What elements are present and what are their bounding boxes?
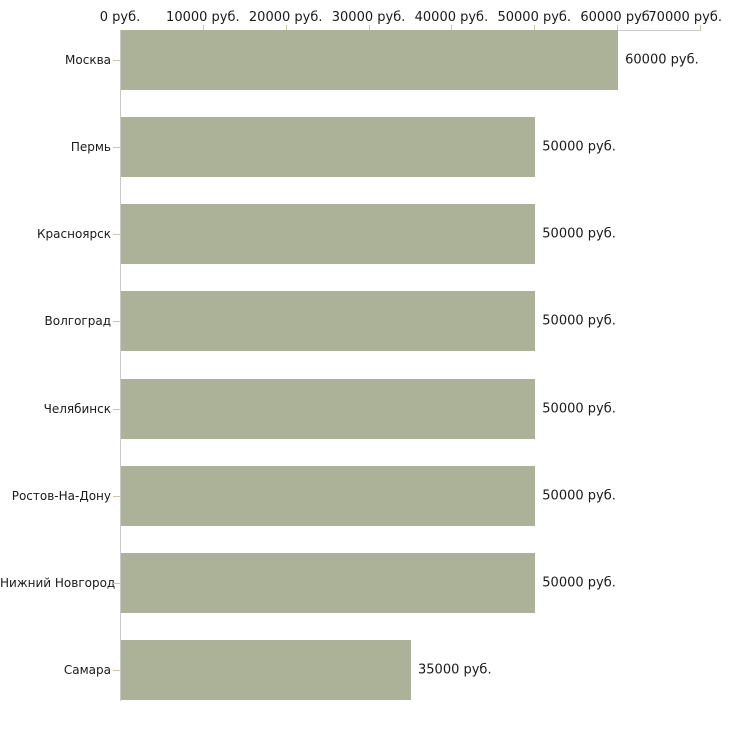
y-axis-label: Самара xyxy=(63,663,111,678)
y-axis-label: Красноярск xyxy=(37,227,111,242)
bar-value-label: 60000 руб. xyxy=(625,52,699,68)
y-tick xyxy=(113,147,120,149)
bar-value-label: 50000 руб. xyxy=(542,313,616,329)
bar xyxy=(121,465,536,526)
x-axis-tick-label: 40000 руб. xyxy=(414,10,489,25)
x-tick xyxy=(451,25,453,30)
bar xyxy=(121,204,536,265)
x-tick xyxy=(368,25,370,30)
bar-value-label: 35000 руб. xyxy=(418,662,492,678)
bar xyxy=(121,30,619,90)
y-axis-label: Челябинск xyxy=(43,401,111,416)
y-tick xyxy=(113,670,120,672)
bar-value-label: 50000 руб. xyxy=(542,139,616,155)
x-axis-tick-label: 50000 руб. xyxy=(497,10,572,25)
y-axis-label: Нижний Новгород xyxy=(0,575,116,590)
y-tick xyxy=(113,321,120,323)
bar xyxy=(121,378,536,439)
x-axis-tick-label: 30000 руб. xyxy=(331,10,406,25)
bar-value-label: 50000 руб. xyxy=(542,401,616,417)
y-axis-label: Москва xyxy=(65,53,111,67)
x-axis-tick-label: 10000 руб. xyxy=(166,10,240,25)
bar-value-label: 50000 руб. xyxy=(542,488,616,504)
y-tick xyxy=(113,234,120,236)
x-axis-tick-label: 20000 руб. xyxy=(248,10,323,25)
bar-value-label: 50000 руб. xyxy=(542,226,616,242)
bar xyxy=(121,640,411,701)
y-tick xyxy=(113,495,120,497)
y-axis-line xyxy=(120,30,121,701)
x-tick xyxy=(202,25,204,30)
x-tick xyxy=(285,25,287,30)
y-tick xyxy=(113,408,120,410)
x-tick xyxy=(700,25,701,30)
y-axis-label: Волгоград xyxy=(44,314,111,329)
y-tick xyxy=(113,582,120,584)
x-axis-tick-label: 70000 руб. xyxy=(648,10,722,25)
y-tick xyxy=(113,60,120,61)
x-axis-tick-label: 0 руб. xyxy=(99,10,141,25)
x-tick xyxy=(534,25,536,30)
y-axis-label: Ростов-На-Дону xyxy=(11,488,111,503)
bar xyxy=(121,291,536,352)
x-tick xyxy=(617,25,619,30)
y-axis-label: Пермь xyxy=(70,140,111,155)
bar-value-label: 50000 руб. xyxy=(542,575,616,591)
bar xyxy=(121,117,536,178)
bar xyxy=(121,552,536,613)
x-axis-tick-label: 60000 руб. xyxy=(580,10,654,25)
